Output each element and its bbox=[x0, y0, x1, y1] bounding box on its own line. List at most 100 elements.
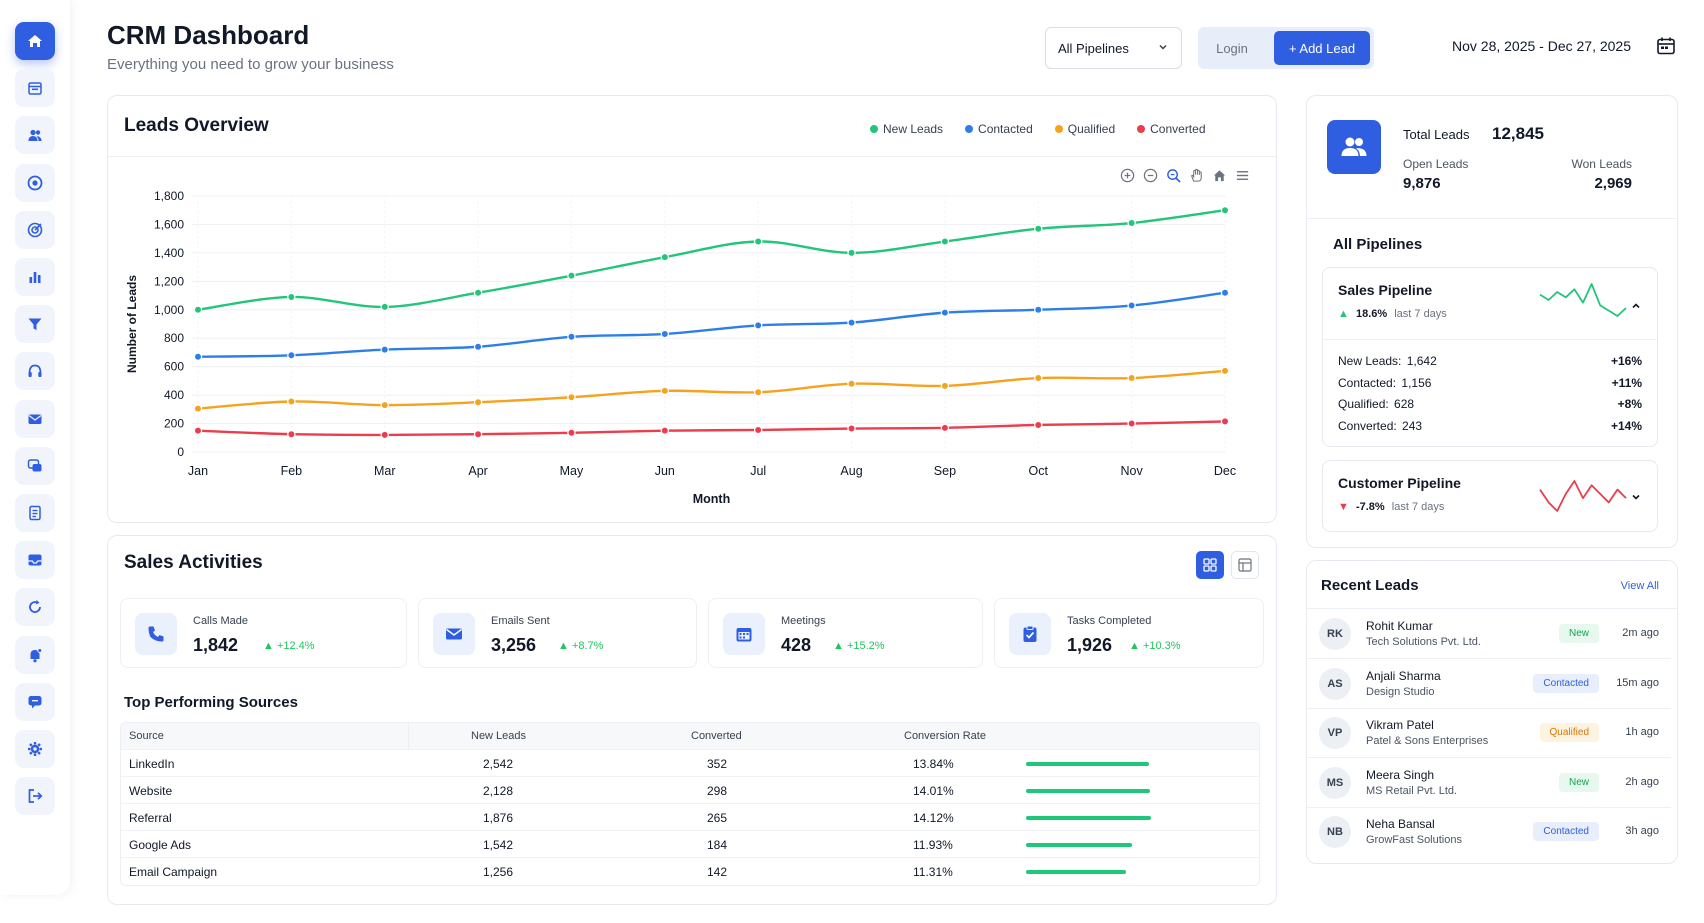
conversion-rate-value: 14.12% bbox=[913, 811, 954, 825]
list-item[interactable]: VP Vikram Patel Patel & Sons Enterprises Qu… bbox=[1307, 708, 1671, 758]
trend-up-icon: ▲ bbox=[1338, 308, 1349, 320]
source-name: Website bbox=[129, 784, 173, 798]
data-point-new-leads bbox=[1034, 224, 1043, 233]
lead-name: Meera Singh bbox=[1366, 767, 1435, 782]
lead-name: Anjali Sharma bbox=[1366, 668, 1441, 683]
activity-card-meetings[interactable]: Meetings 428 ▲ +15.2% bbox=[708, 598, 983, 668]
sidebar-item-users[interactable] bbox=[15, 116, 55, 155]
list-item[interactable]: AS Anjali Sharma Design Studio Contacted 15m… bbox=[1307, 659, 1671, 709]
legend-item-contacted[interactable]: Contacted bbox=[965, 122, 1033, 136]
date-range[interactable]: Nov 28, 2025 - Dec 27, 2025 bbox=[1452, 38, 1632, 54]
open-leads-label: Open Leads bbox=[1403, 157, 1469, 171]
sales-activities-title: Sales Activities bbox=[124, 552, 263, 573]
sidebar-item-filter[interactable] bbox=[15, 305, 55, 344]
sidebar-item-calendar[interactable] bbox=[15, 69, 55, 108]
conversion-rate-bar bbox=[1026, 843, 1132, 847]
list-item[interactable]: RK Rohit Kumar Tech Solutions Pvt. Ltd. New… bbox=[1307, 609, 1671, 659]
activity-change: ▲ +12.4% bbox=[263, 640, 315, 652]
sales-pipeline-card[interactable]: Sales Pipeline ▲ 18.6% last 7 days New L… bbox=[1322, 267, 1658, 447]
data-point-converted bbox=[940, 423, 950, 433]
sidebar-item-goal[interactable] bbox=[15, 210, 55, 249]
sidebar-item-refresh[interactable] bbox=[15, 588, 55, 627]
login-button[interactable]: Login bbox=[1216, 40, 1248, 56]
table-view-button[interactable] bbox=[1231, 551, 1259, 579]
y-tick-label: 1,400 bbox=[154, 246, 184, 260]
list-item[interactable]: MS Meera Singh MS Retail Pvt. Ltd. New 2h ag… bbox=[1307, 758, 1671, 808]
table-row[interactable]: Google Ads 1,542 184 11.93% bbox=[121, 831, 1259, 858]
zoom-select-icon[interactable] bbox=[1166, 168, 1181, 183]
sidebar-item-bar-chart[interactable] bbox=[15, 258, 55, 296]
calendar-icon[interactable] bbox=[1656, 36, 1676, 56]
legend-item-new-leads[interactable]: New Leads bbox=[870, 122, 943, 136]
sidebar-item-mail[interactable] bbox=[15, 399, 55, 438]
users-icon bbox=[28, 130, 42, 142]
sidebar-item-chat[interactable] bbox=[15, 446, 55, 485]
column-header[interactable]: Converted bbox=[691, 730, 742, 742]
chevron-down-icon[interactable] bbox=[1630, 491, 1642, 503]
column-header[interactable]: New Leads bbox=[471, 730, 527, 742]
sidebar-item-notification[interactable] bbox=[15, 635, 55, 674]
reset-home-icon[interactable] bbox=[1212, 168, 1227, 183]
data-point-new-leads bbox=[473, 288, 483, 297]
converted-value: 352 bbox=[707, 757, 728, 771]
legend-item-qualified[interactable]: Qualified bbox=[1054, 122, 1115, 136]
list-item[interactable]: NB Neha Bansal GrowFast Solutions Contacted… bbox=[1307, 807, 1671, 857]
pipeline-select[interactable]: All Pipelines bbox=[1045, 27, 1182, 69]
source-name: Email Campaign bbox=[129, 865, 218, 879]
sidebar-item-settings[interactable] bbox=[15, 730, 55, 768]
series-line-new-leads bbox=[197, 209, 1226, 311]
grid-view-button[interactable] bbox=[1196, 551, 1224, 579]
table-row[interactable]: Website 2,128 298 14.01% bbox=[121, 777, 1259, 804]
sidebar-item-logout[interactable] bbox=[15, 777, 55, 816]
view-all-link[interactable]: View All bbox=[1620, 580, 1659, 592]
sidebar-item-target[interactable] bbox=[15, 163, 55, 202]
data-point-converted bbox=[473, 430, 483, 439]
x-tick-label: Jun bbox=[655, 464, 675, 478]
sales-sparkline bbox=[1539, 283, 1627, 317]
table-row[interactable]: LinkedIn 2,542 352 13.84% bbox=[121, 750, 1259, 777]
y-axis-label: Number of Leads bbox=[125, 275, 139, 373]
data-point-converted bbox=[847, 424, 856, 433]
activity-card-emails[interactable]: Emails Sent 3,256 ▲ +8.7% bbox=[418, 598, 697, 668]
add-lead-button[interactable]: + Add Lead bbox=[1274, 31, 1370, 65]
series-line-converted bbox=[197, 420, 1226, 437]
table-icon bbox=[1238, 558, 1252, 572]
y-tick-label: 1,800 bbox=[154, 189, 184, 203]
new-leads-value: 1,256 bbox=[483, 865, 514, 879]
divider bbox=[1307, 608, 1677, 609]
status-badge: Contacted bbox=[1533, 822, 1599, 841]
y-tick-label: 1,200 bbox=[154, 274, 184, 288]
column-header[interactable]: Conversion Rate bbox=[904, 730, 986, 742]
sidebar-item-home[interactable] bbox=[15, 22, 55, 60]
activity-value: 428 bbox=[781, 635, 812, 655]
pan-hand-icon[interactable] bbox=[1189, 168, 1204, 183]
avatar: VP bbox=[1319, 717, 1351, 749]
activity-card-tasks[interactable]: Tasks Completed 1,926 ▲ +10.3% bbox=[994, 598, 1264, 668]
table-row[interactable]: Email Campaign 1,256 142 11.31% bbox=[121, 858, 1259, 885]
x-tick-label: May bbox=[560, 464, 584, 478]
source-name: Google Ads bbox=[129, 838, 192, 852]
x-tick-label: Mar bbox=[374, 464, 396, 478]
legend-item-converted[interactable]: Converted bbox=[1137, 122, 1206, 136]
new-leads-value: 2,128 bbox=[483, 784, 514, 798]
zoom-in-icon[interactable] bbox=[1120, 168, 1135, 183]
data-point-contacted bbox=[1127, 301, 1136, 310]
sidebar-item-document[interactable] bbox=[15, 494, 55, 532]
leads-line-chart: 0 200 400 600 800 1,000 1,200 1,400 1,600 1,800 Ja… bbox=[125, 189, 1236, 506]
column-header[interactable]: Source bbox=[129, 730, 164, 742]
sidebar-item-support[interactable] bbox=[15, 352, 55, 391]
chevron-up-icon[interactable] bbox=[1630, 300, 1642, 312]
conversion-rate-value: 11.31% bbox=[913, 865, 953, 879]
table-row[interactable]: Referral 1,876 265 14.12% bbox=[121, 804, 1259, 831]
menu-icon[interactable] bbox=[1235, 168, 1250, 183]
customer-pipeline-card[interactable]: Customer Pipeline ▼ -7.8% last 7 days bbox=[1322, 460, 1658, 532]
activity-card-calls[interactable]: Calls Made 1,842 ▲ +12.4% bbox=[120, 598, 407, 668]
sidebar-item-message[interactable] bbox=[15, 682, 55, 721]
zoom-out-icon[interactable] bbox=[1143, 168, 1158, 183]
calendar-icon bbox=[723, 613, 765, 655]
won-leads-label: Won Leads bbox=[1571, 157, 1633, 171]
clipboard-check-icon bbox=[1009, 613, 1051, 655]
data-point-qualified bbox=[1127, 373, 1136, 383]
sidebar-item-inbox[interactable] bbox=[15, 541, 55, 580]
data-point-converted bbox=[753, 425, 763, 435]
